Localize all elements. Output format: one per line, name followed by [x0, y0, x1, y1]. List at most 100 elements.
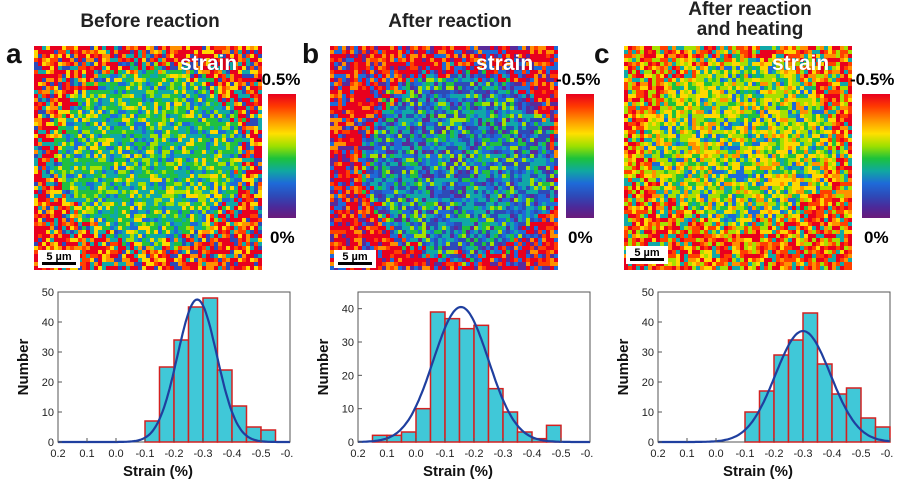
x-tick-label: -0.2	[165, 448, 184, 460]
y-axis-label: Number	[15, 339, 32, 396]
strain-map-image	[34, 46, 262, 270]
histogram-bar	[845, 387, 862, 443]
histogram-bar	[874, 426, 891, 443]
histogram-bar	[187, 306, 204, 443]
x-tick-label: -0.1	[136, 448, 155, 460]
scale-bar-label: 5 µm	[634, 247, 660, 259]
y-tick-label: 40	[642, 317, 654, 329]
histogram-chart: 0.2 0.1 0.0 -0.1 -0.2 -0.3 -0.4 -0.5 -0.6 0 10 20 30…	[315, 291, 594, 480]
histogram-bar	[545, 424, 562, 443]
histogram-chart: 0.2 0.1 0.0 -0.1 -0.2 -0.3 -0.4 -0.5 -0.6 0 10 20 30…	[15, 287, 294, 480]
x-tick-label: 0.0	[108, 448, 123, 460]
y-tick-label: 0	[348, 437, 354, 449]
y-tick-label: 10	[642, 407, 654, 419]
scale-bar-label: 5 µm	[46, 251, 72, 263]
panel-title-line: After reaction	[388, 11, 512, 32]
y-tick-label: 30	[642, 347, 654, 359]
strain-map-image	[330, 46, 558, 270]
y-tick-label: 0	[48, 437, 54, 449]
scale-bar: 5 µm	[38, 250, 80, 268]
panel-c: After reaction and heating c strain 5 µm…	[594, 0, 900, 491]
colorbar	[566, 94, 594, 218]
y-tick-label: 10	[342, 404, 354, 416]
x-tick-label: -0.4	[823, 448, 842, 460]
x-tick-label: -0.5	[252, 448, 271, 460]
x-tick-label: 0.1	[679, 448, 694, 460]
colorbar	[862, 94, 890, 218]
scale-bar: 5 µm	[626, 246, 668, 264]
strain-map-label: strain	[476, 52, 534, 75]
histogram-bar	[831, 393, 848, 443]
y-tick-label: 50	[42, 287, 54, 299]
histogram-bar	[173, 339, 190, 443]
histogram-bar	[400, 431, 417, 443]
x-tick-label: 0.2	[650, 448, 665, 460]
scale-bar-line	[338, 262, 372, 265]
histogram-bar	[231, 405, 248, 443]
colorbar-bottom-label: 0%	[568, 228, 593, 247]
x-tick-label: 0.2	[50, 448, 65, 460]
scale-bar-line	[42, 262, 76, 265]
x-tick-label: -0.6	[281, 448, 294, 460]
x-tick-label: -0.5	[552, 448, 571, 460]
y-tick-label: 0	[648, 437, 654, 449]
x-tick-label: -0.4	[523, 448, 542, 460]
x-tick-label: -0.2	[465, 448, 484, 460]
x-axis-label: Strain (%)	[723, 463, 793, 480]
colorbar-bottom-label: 0%	[270, 228, 295, 247]
y-axis-label: Number	[615, 339, 632, 396]
y-tick-label: 40	[42, 317, 54, 329]
histogram-bar	[202, 297, 219, 443]
histogram-bar	[415, 407, 432, 443]
strain-map-label: strain	[180, 52, 238, 75]
y-tick-label: 30	[342, 337, 354, 349]
x-tick-label: 0.2	[350, 448, 365, 460]
panel-title-line: Before reaction	[80, 11, 220, 32]
panel-letter: a	[6, 38, 22, 69]
panel-a: Before reaction a strain 5 µm -0.5% 0% 0…	[0, 0, 300, 491]
x-tick-label: -0.3	[494, 448, 513, 460]
x-axis-label: Strain (%)	[423, 463, 493, 480]
y-tick-label: 40	[342, 304, 354, 316]
x-tick-label: -0.1	[436, 448, 455, 460]
histogram-bar	[758, 390, 775, 443]
colorbar-top-label: -0.5%	[556, 70, 601, 89]
scale-bar-line	[630, 258, 664, 261]
strain-map-label: strain	[772, 52, 830, 75]
y-tick-label: 50	[642, 287, 654, 299]
y-tick-label: 10	[42, 407, 54, 419]
panel-letter: b	[302, 38, 320, 69]
histogram-chart: 0.2 0.1 0.0 -0.1 -0.2 -0.3 -0.4 -0.5 -0.6 0 10 20 30…	[615, 287, 894, 480]
colorbar-top-label: -0.5%	[256, 70, 301, 89]
y-tick-label: 20	[342, 370, 354, 382]
scale-bar: 5 µm	[334, 250, 376, 268]
colorbar-top-label: -0.5%	[850, 70, 895, 89]
x-tick-label: -0.6	[581, 448, 594, 460]
y-tick-label: 20	[642, 377, 654, 389]
x-tick-label: -0.3	[194, 448, 213, 460]
y-axis-label: Number	[315, 339, 332, 396]
x-tick-label: -0.3	[794, 448, 813, 460]
x-tick-label: 0.1	[379, 448, 394, 460]
panel-title-line: and heating	[696, 19, 804, 40]
x-tick-label: 0.0	[408, 448, 423, 460]
histogram-bar	[260, 429, 277, 443]
x-tick-label: -0.1	[736, 448, 755, 460]
x-tick-label: -0.5	[852, 448, 871, 460]
panel-letter: c	[594, 38, 610, 69]
strain-map	[34, 46, 262, 270]
panel-title: After reaction and heating	[600, 0, 900, 40]
gaussian-fit-line	[58, 298, 290, 444]
strain-map	[624, 46, 852, 270]
x-tick-label: 0.0	[708, 448, 723, 460]
colorbar	[268, 94, 296, 218]
x-axis-label: Strain (%)	[123, 463, 193, 480]
histogram-bar	[473, 324, 490, 443]
histogram-bar	[444, 317, 461, 443]
gaussian-fit-line	[658, 329, 891, 444]
panel-b: After reaction b strain 5 µm -0.5% 0% 0.…	[300, 0, 600, 491]
colorbar-bottom-label: 0%	[864, 228, 889, 247]
strain-map-image	[624, 46, 852, 270]
x-tick-label: -0.2	[765, 448, 784, 460]
y-tick-label: 20	[42, 377, 54, 389]
